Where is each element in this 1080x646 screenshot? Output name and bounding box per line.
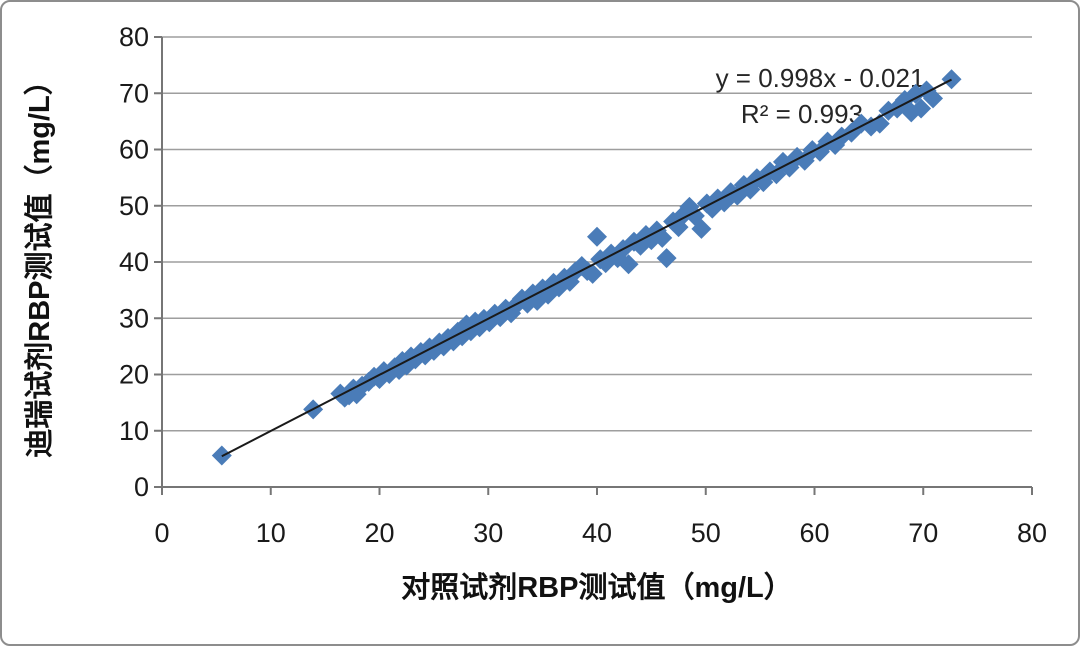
x-tick-label-40: 40 <box>582 518 612 548</box>
scatter-point <box>587 226 607 247</box>
scatter-point <box>652 227 673 248</box>
x-tick-label-30: 30 <box>473 518 503 548</box>
scatter-point <box>941 69 962 90</box>
trendline <box>221 78 952 458</box>
y-tick-label-50: 50 <box>119 191 149 221</box>
scatter-point <box>582 263 603 284</box>
x-tick-label-10: 10 <box>256 518 286 548</box>
x-tick-label-20: 20 <box>364 518 394 548</box>
y-axis-title: 迪瑞试剂RBP测试值（mg/L） <box>23 66 56 458</box>
x-tick-label-60: 60 <box>799 518 829 548</box>
scatter-point <box>618 254 639 275</box>
scatter-point <box>656 248 677 269</box>
y-tick-label-0: 0 <box>134 472 149 502</box>
trendline-equation-label: y = 0.998x - 0.021 <box>716 63 925 93</box>
y-tick-label-20: 20 <box>119 360 149 390</box>
data-points <box>211 69 962 466</box>
y-tick-label-80: 80 <box>119 22 149 52</box>
y-tick-label-30: 30 <box>119 303 149 333</box>
x-tick-label-80: 80 <box>1017 518 1047 548</box>
y-tick-label-10: 10 <box>119 416 149 446</box>
x-tick-label-70: 70 <box>908 518 938 548</box>
scatter-point <box>691 218 712 239</box>
trendline-segment <box>221 78 952 458</box>
x-axis-title: 对照试剂RBP测试值（mg/L） <box>401 571 793 604</box>
r-squared-label: R² = 0.993 <box>741 99 863 129</box>
scatter-point <box>501 303 522 324</box>
y-tick-label-60: 60 <box>119 135 149 165</box>
y-tick-labels: 0 10 20 30 40 50 60 70 80 <box>119 22 149 502</box>
y-tick-label-40: 40 <box>119 247 149 277</box>
y-tick-label-70: 70 <box>119 78 149 108</box>
x-tick-label-0: 0 <box>154 518 169 548</box>
x-tick-label-50: 50 <box>691 518 721 548</box>
scatter-point <box>923 88 944 109</box>
x-tick-labels: 0 10 20 30 40 50 60 70 80 <box>154 518 1047 548</box>
scatter-point <box>911 98 932 119</box>
gridlines <box>162 36 1032 432</box>
tick-marks <box>154 36 1033 495</box>
